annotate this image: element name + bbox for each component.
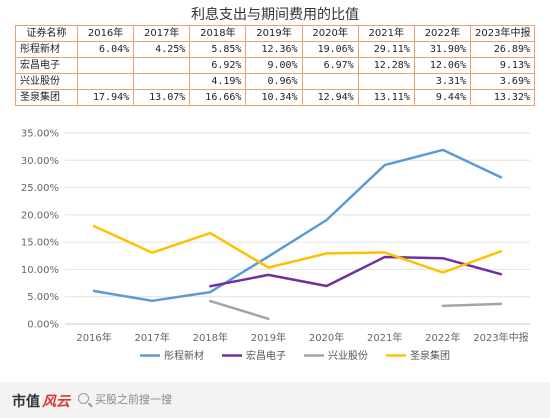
table-row: 圣泉集团 17.94% 13.07% 16.66% 10.34% 12.94% 13.11%…: [15, 89, 535, 106]
x-tick-label: 2022年: [425, 331, 460, 344]
x-tick-label: 2016年: [76, 331, 111, 344]
series-line-0: [92, 148, 503, 303]
value-cell: 31.90%: [413, 41, 472, 58]
value-cell: [301, 73, 359, 90]
brand-logo: 市值 风云: [12, 394, 70, 410]
value-cell: 29.11%: [357, 41, 415, 58]
value-cell: 13.32%: [470, 89, 535, 106]
value-cell: 0.96%: [245, 73, 303, 90]
value-cell: 3.31%: [413, 73, 472, 90]
value-cell: 16.66%: [189, 89, 247, 106]
security-name-cell: 宏昌电子: [15, 57, 78, 74]
x-tick-label: 2017年: [134, 331, 169, 344]
y-tick-label: 30.00%: [21, 156, 59, 167]
value-cell: 12.06%: [413, 57, 472, 74]
legend-label: 兴业股份: [328, 350, 368, 362]
x-tick-label: 2020年: [309, 331, 344, 344]
data-table: 证券名称 2016年 2017年 2018年 2019年 2020年 2021年 2022年 2…: [15, 25, 535, 106]
header-cell-year: 2021年: [357, 25, 415, 42]
search-box[interactable]: 买股之前搜一搜: [78, 389, 278, 411]
value-cell: 12.94%: [301, 89, 359, 106]
series-line-3: [92, 224, 503, 274]
header-cell-year: 2022年: [413, 25, 472, 42]
security-name-cell: 圣泉集团: [15, 89, 78, 106]
y-tick-label: 25.00%: [21, 183, 59, 194]
value-cell: 13.07%: [133, 89, 191, 106]
header-cell-year: 2020年: [301, 25, 359, 42]
table-row: 宏昌电子 6.92% 9.00% 6.97% 12.28% 12.06% 9.13%: [15, 57, 535, 74]
y-tick-label: 0.00%: [27, 320, 59, 331]
value-cell: 19.06%: [301, 41, 359, 58]
header-cell-name: 证券名称: [15, 25, 78, 42]
table-row: 兴业股份 4.19% 0.96% 3.31% 3.69%: [15, 73, 535, 90]
y-tick-label: 5.00%: [27, 292, 59, 303]
legend-label: 彤程新材: [164, 349, 204, 362]
header-cell-year: 2018年: [189, 25, 247, 42]
series-line-2: [441, 302, 503, 308]
security-name-cell: 彤程新材: [15, 41, 78, 58]
x-tick-label: 2021年: [367, 331, 402, 344]
value-cell: [76, 73, 135, 90]
value-cell: 5.85%: [189, 41, 247, 58]
series-line-2: [209, 299, 270, 321]
value-cell: 26.89%: [470, 41, 535, 58]
value-cell: 9.44%: [413, 89, 472, 106]
value-cell: [76, 57, 135, 74]
value-cell: [357, 73, 415, 90]
x-tick-label: 2019年: [251, 331, 286, 344]
security-name-cell: 兴业股份: [15, 73, 78, 90]
value-cell: 9.13%: [470, 57, 535, 74]
header-cell-year: 2017年: [133, 25, 191, 42]
header-cell-year: 2019年: [245, 25, 303, 42]
value-cell: 13.11%: [357, 89, 415, 106]
value-cell: 10.34%: [245, 89, 303, 106]
value-cell: 12.28%: [357, 57, 415, 74]
y-tick-label: 10.00%: [21, 265, 59, 276]
x-tick-label: 2023年中报: [473, 331, 528, 344]
y-tick-label: 35.00%: [21, 129, 59, 140]
x-tick-label: 2018年: [193, 331, 228, 344]
value-cell: 4.25%: [133, 41, 191, 58]
y-tick-label: 20.00%: [21, 210, 59, 221]
search-icon: [78, 393, 89, 404]
value-cell: 9.00%: [245, 57, 303, 74]
value-cell: 17.94%: [76, 89, 135, 106]
value-cell: [133, 57, 191, 74]
value-cell: [133, 73, 191, 90]
header-cell-year: 2023年中报: [470, 25, 535, 42]
series-line-1: [209, 255, 503, 288]
table-header-row: 证券名称 2016年 2017年 2018年 2019年 2020年 2021年 2022年 2…: [15, 25, 535, 42]
value-cell: 6.04%: [76, 41, 135, 58]
line-chart: 0.00% 5.00% 10.00% 15.00% 20.00% 25.00% 30.00%…: [21, 129, 530, 362]
value-cell: 6.92%: [189, 57, 247, 74]
value-cell: 12.36%: [245, 41, 303, 58]
table-row: 彤程新材 6.04% 4.25% 5.85% 12.36% 19.06% 29.11% 31.…: [15, 41, 535, 58]
y-tick-label: 15.00%: [21, 238, 59, 249]
value-cell: 6.97%: [301, 57, 359, 74]
value-cell: 3.69%: [470, 73, 535, 90]
footer-bar: 市值 风云 买股之前搜一搜: [0, 382, 550, 418]
value-cell: 4.19%: [189, 73, 247, 90]
legend-label: 圣泉集团: [410, 349, 450, 362]
search-placeholder: 买股之前搜一搜: [95, 393, 172, 406]
chart-title: 利息支出与期间费用的比值: [191, 7, 359, 23]
header-cell-year: 2016年: [76, 25, 135, 42]
legend-label: 宏昌电子: [246, 349, 286, 362]
